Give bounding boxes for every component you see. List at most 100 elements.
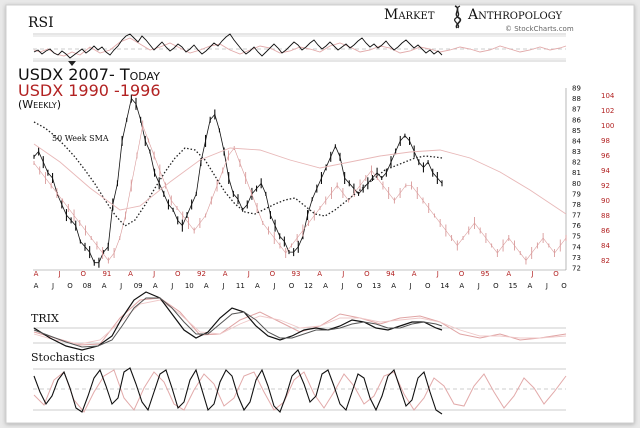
x-tick-1990s: A [34, 270, 39, 278]
y-tick-left: 83 [572, 148, 581, 156]
x-tick-2007: 10 [185, 282, 194, 290]
y-tick-left: 76 [572, 222, 581, 230]
y-tick-right: 92 [601, 182, 610, 190]
x-tick-2007: A [459, 282, 464, 290]
y-tick-left: 81 [572, 169, 581, 177]
x-tick-1990s: A [506, 270, 511, 278]
trix-signal-2007 [33, 297, 443, 348]
y-tick-left: 73 [572, 254, 581, 262]
x-axis-labels-2007: A J O 08 A J 09 A J 10 A J 11 A J O 12 A J O 13 A J O 14 A J O 15 A J O [34, 282, 568, 290]
stochastics-line-2007 [33, 367, 443, 415]
y-tick-left: 74 [572, 243, 581, 251]
rsi-marker-icon [68, 61, 76, 66]
y-tick-right: 102 [601, 107, 614, 115]
x-tick-2007: A [323, 282, 328, 290]
y-tick-left: 72 [572, 265, 581, 273]
x-tick-1990s: O [459, 270, 465, 278]
y-tick-left: 86 [572, 116, 581, 124]
chart-frame [5, 4, 635, 424]
x-tick-2007: A [34, 282, 39, 290]
y-tick-left: 75 [572, 233, 581, 241]
x-tick-1990s: J [58, 270, 61, 278]
x-tick-1990s: J [341, 270, 344, 278]
x-tick-1990s: O [270, 270, 276, 278]
price-line [33, 124, 567, 261]
x-tick-2007: 13 [372, 282, 381, 290]
chart-title-primary: USDX 2007- Today [18, 65, 160, 84]
brand-left: Market [384, 7, 435, 23]
x-tick-1990s: 93 [292, 270, 301, 278]
x-tick-2007: 11 [236, 282, 245, 290]
stochastics-panel: Stochastics [31, 351, 567, 415]
y-axis-left-ticks: 72 73 74 75 76 77 78 79 80 81 82 83 84 85 86 87 88 89 [572, 85, 581, 273]
x-tick-2007: J [409, 282, 412, 290]
rsi-panel [33, 33, 567, 66]
x-tick-1990s: A [128, 270, 133, 278]
x-tick-2007: J [272, 282, 275, 290]
y-tick-left: 82 [572, 159, 581, 167]
x-tick-2007: A [255, 282, 260, 290]
y-tick-left: 79 [572, 190, 581, 198]
x-tick-1990s: A [223, 270, 228, 278]
x-tick-2007: 09 [134, 282, 143, 290]
x-axis-labels-1990s: A J O 91 A J O 92 A J O 93 A J O 94 A J O 95 A J O [34, 270, 560, 278]
logo-icon [454, 5, 462, 29]
x-tick-2007: J [477, 282, 480, 290]
y-tick-left: 80 [572, 180, 581, 188]
x-tick-2007: O [425, 282, 431, 290]
x-tick-2007: 08 [83, 282, 92, 290]
sma-annotation: 50 Week SMA [52, 134, 109, 143]
y-tick-right: 94 [601, 167, 610, 175]
x-tick-2007: A [153, 282, 158, 290]
trix-panel: TRIX [31, 291, 567, 351]
sma-layer [33, 121, 567, 227]
y-tick-left: 85 [572, 127, 581, 135]
chart-title-secondary: USDX 1990 -1996 [18, 81, 161, 100]
x-tick-1990s: J [530, 270, 533, 278]
x-tick-2007: 14 [440, 282, 449, 290]
y-tick-right: 84 [601, 242, 610, 250]
sma-1990s-line [33, 143, 567, 215]
price-series-layer [33, 94, 567, 268]
x-tick-2007: O [289, 282, 295, 290]
x-tick-1990s: J [247, 270, 250, 278]
sma-50-week-line [33, 121, 443, 227]
y-tick-right: 82 [601, 257, 610, 265]
x-tick-1990s: 91 [102, 270, 111, 278]
x-tick-2007: A [204, 282, 209, 290]
chart-subtitle: (Weekly) [18, 98, 61, 111]
x-tick-1990s: J [436, 270, 439, 278]
trix-line-2007 [33, 291, 443, 351]
x-tick-2007: J [221, 282, 224, 290]
x-tick-1990s: 94 [386, 270, 395, 278]
x-tick-2007: O [357, 282, 363, 290]
x-tick-1990s: O [175, 270, 181, 278]
y-tick-right: 104 [601, 92, 615, 100]
x-tick-2007: A [391, 282, 396, 290]
x-tick-2007: 15 [508, 282, 517, 290]
rsi-line-1990s [33, 37, 567, 57]
x-tick-2007: J [545, 282, 548, 290]
y-tick-left: 77 [572, 212, 581, 220]
x-tick-1990s: A [317, 270, 322, 278]
y-tick-right: 86 [601, 227, 610, 235]
x-tick-2007: O [493, 282, 499, 290]
x-tick-2007: J [119, 282, 122, 290]
x-tick-2007: J [341, 282, 344, 290]
y-tick-left: 87 [572, 106, 581, 114]
y-tick-right: 96 [601, 152, 610, 160]
x-tick-2007: J [51, 282, 54, 290]
rsi-panel-label: RSI [28, 15, 54, 31]
stochastics-panel-label: Stochastics [31, 351, 95, 364]
y-tick-right: 88 [601, 212, 610, 220]
x-tick-1990s: 92 [197, 270, 206, 278]
x-tick-1990s: O [81, 270, 87, 278]
y-tick-left: 88 [572, 95, 581, 103]
x-tick-1990s: A [412, 270, 417, 278]
x-tick-2007: O [67, 282, 73, 290]
y-tick-left: 89 [572, 85, 581, 93]
y-tick-left: 78 [572, 201, 581, 209]
y-tick-right: 100 [601, 122, 614, 130]
x-tick-2007: J [170, 282, 173, 290]
